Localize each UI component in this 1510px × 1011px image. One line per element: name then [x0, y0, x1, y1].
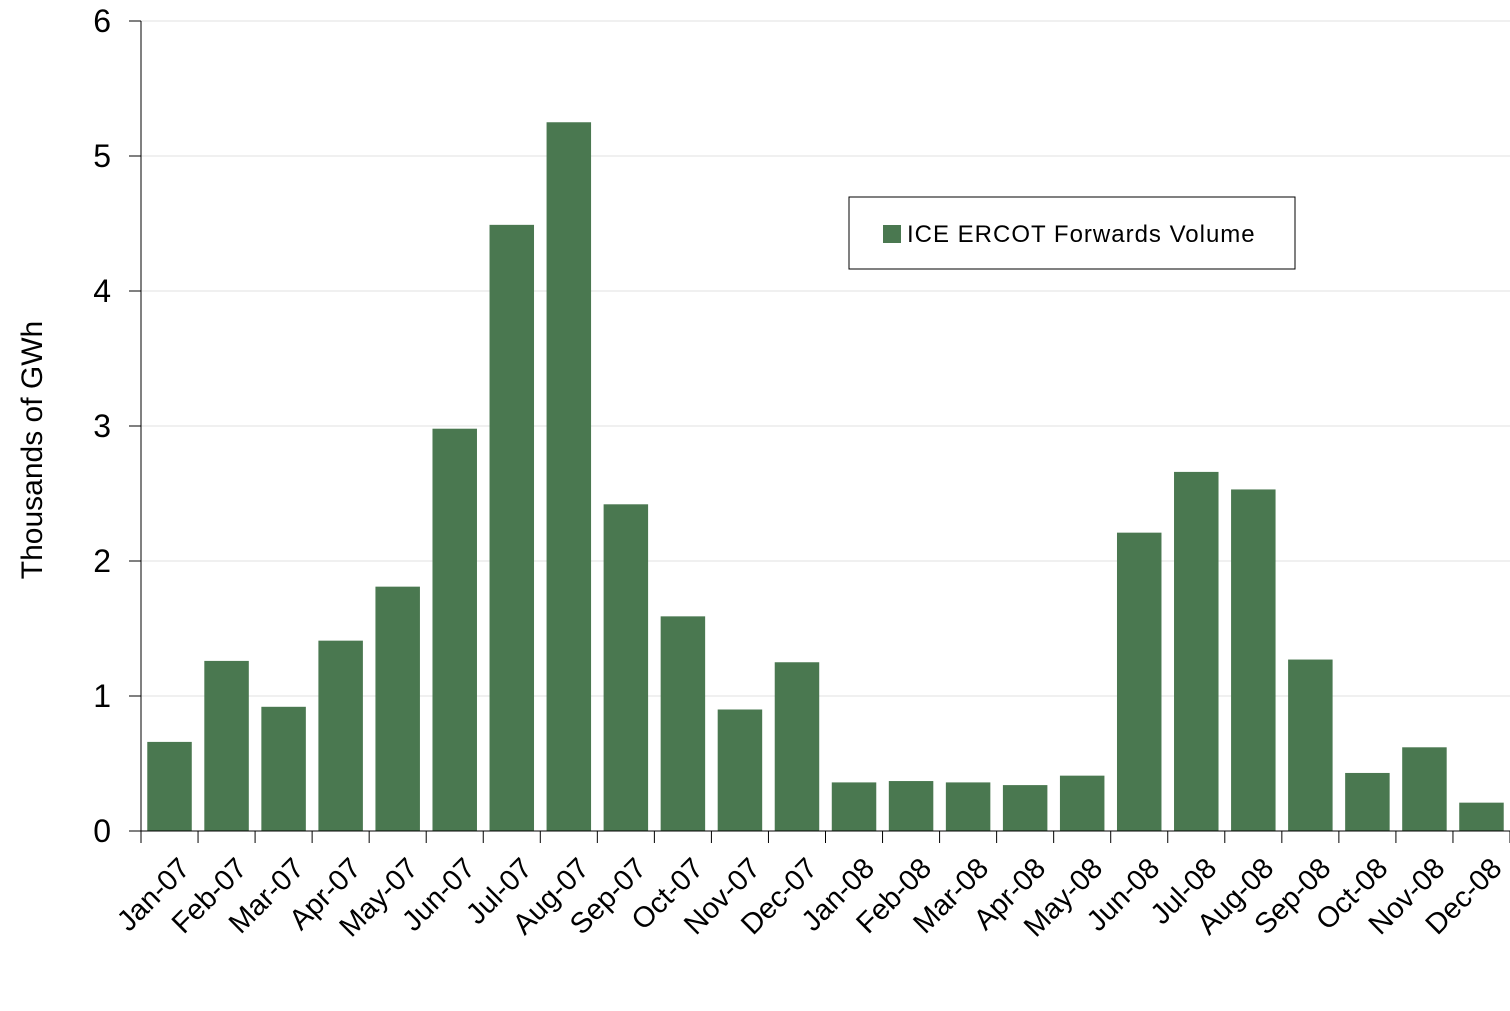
bar	[489, 224, 535, 832]
y-tick-label: 0	[93, 813, 111, 849]
bar	[717, 709, 763, 831]
bar	[603, 504, 649, 831]
y-tick-label: 1	[93, 678, 111, 714]
legend-swatch	[883, 225, 901, 243]
bar	[1402, 747, 1447, 831]
bar	[1288, 659, 1333, 831]
bar	[204, 660, 249, 831]
bar	[318, 640, 363, 831]
bar	[945, 782, 991, 831]
bar	[831, 782, 877, 831]
legend-label: ICE ERCOT Forwards Volume	[907, 221, 1256, 248]
bar	[147, 741, 192, 831]
bar	[660, 616, 706, 831]
bar	[774, 662, 820, 831]
y-tick-label: 4	[93, 273, 111, 309]
bar	[432, 428, 477, 831]
legend-box	[848, 196, 1296, 270]
y-tick-label: 3	[93, 408, 111, 444]
bar	[1231, 489, 1276, 831]
y-tick-label: 5	[93, 138, 111, 174]
bar	[888, 781, 934, 831]
bar	[1059, 775, 1105, 831]
bar	[375, 586, 420, 831]
bar	[261, 706, 306, 831]
bar	[546, 122, 592, 831]
y-axis-title: Thousands of GWh	[16, 321, 49, 579]
y-tick-label: 6	[93, 3, 111, 39]
bar	[1174, 471, 1219, 831]
bar	[1459, 802, 1504, 831]
y-tick-label: 2	[93, 543, 111, 579]
bar	[1116, 532, 1162, 831]
bar	[1002, 785, 1048, 831]
bar	[1345, 772, 1390, 831]
